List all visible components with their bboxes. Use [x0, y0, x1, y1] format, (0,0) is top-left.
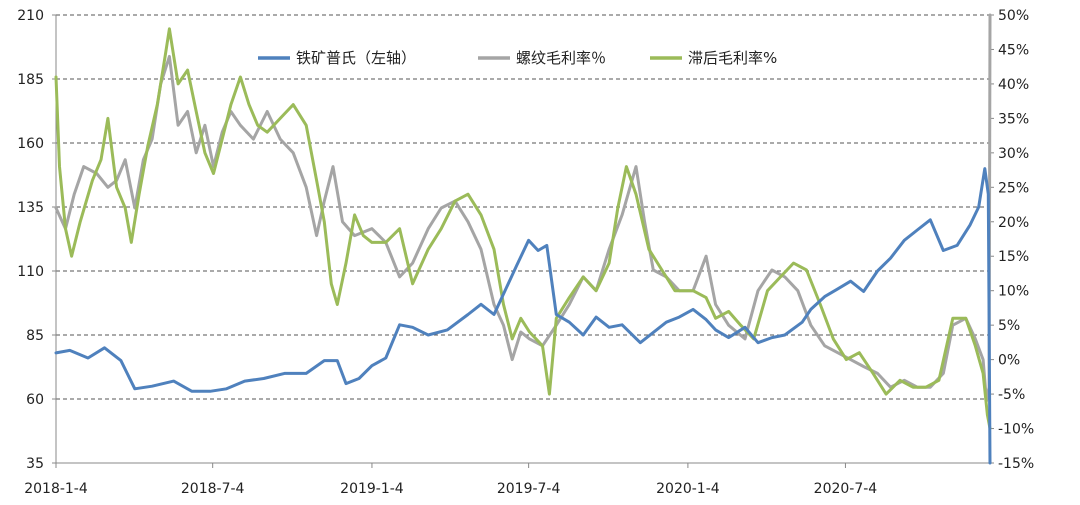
y-left-tick-label: 110 — [17, 264, 44, 280]
y-left-tick-label: 135 — [17, 200, 44, 216]
x-tick-label: 2020-7-4 — [814, 481, 878, 497]
y-right-tick-label: 35% — [998, 111, 1029, 127]
y-right-tick-label: 50% — [998, 8, 1029, 24]
x-axis-ticks: 2018-1-4 2018-7-4 2019-1-4 2019-7-4 2020-1-4… — [24, 463, 877, 497]
y-axis-left-ticks: 35 60 85 110 135 160 185 210 — [17, 8, 56, 472]
y-right-tick-label: 45% — [998, 42, 1029, 58]
x-tick-label: 2018-7-4 — [181, 481, 245, 497]
y-left-tick-label: 60 — [26, 392, 44, 408]
y-right-tick-label: 15% — [998, 249, 1029, 265]
y-right-tick-label: 0% — [998, 353, 1020, 369]
x-tick-label: 2019-7-4 — [497, 481, 561, 497]
legend-label: 螺纹毛利率％ — [516, 49, 606, 67]
y-right-tick-label: -15% — [998, 456, 1034, 472]
y-left-tick-label: 85 — [26, 328, 44, 344]
series-line-lagged-margin — [54, 27, 992, 430]
y-left-tick-label: 160 — [17, 136, 44, 152]
series-line-rebar-margin — [54, 13, 992, 403]
y-right-tick-label: -5% — [998, 387, 1025, 403]
y-left-tick-label: 210 — [17, 8, 44, 24]
y-right-tick-label: 5% — [998, 318, 1020, 334]
x-tick-label: 2018-1-4 — [24, 481, 88, 497]
series-lines — [54, 13, 992, 465]
y-left-tick-label: 185 — [17, 72, 44, 88]
y-right-tick-label: 25% — [998, 180, 1029, 196]
y-right-tick-label: -10% — [998, 422, 1034, 438]
legend-label: 铁矿普氏（左轴） — [296, 49, 416, 67]
y-right-tick-label: 40% — [998, 77, 1029, 93]
legend-label: 滞后毛利率% — [688, 49, 777, 67]
series-line-iron-ore-platts — [54, 167, 992, 465]
x-tick-label: 2020-1-4 — [656, 481, 720, 497]
y-left-tick-label: 35 — [26, 456, 44, 472]
y-right-tick-label: 20% — [998, 215, 1029, 231]
y-axis-right-ticks: -15% -10% -5% 0% 5% 10% 15% 20% 25% 30% 35% 40% 45% 5… — [990, 8, 1034, 472]
y-right-tick-label: 30% — [998, 146, 1029, 162]
x-tick-label: 2019-1-4 — [340, 481, 404, 497]
gridlines — [56, 14, 990, 400]
y-right-tick-label: 10% — [998, 284, 1029, 300]
legend: 铁矿普氏（左轴） 螺纹毛利率％ 滞后毛利率% — [258, 49, 777, 67]
axes — [55, 15, 991, 464]
